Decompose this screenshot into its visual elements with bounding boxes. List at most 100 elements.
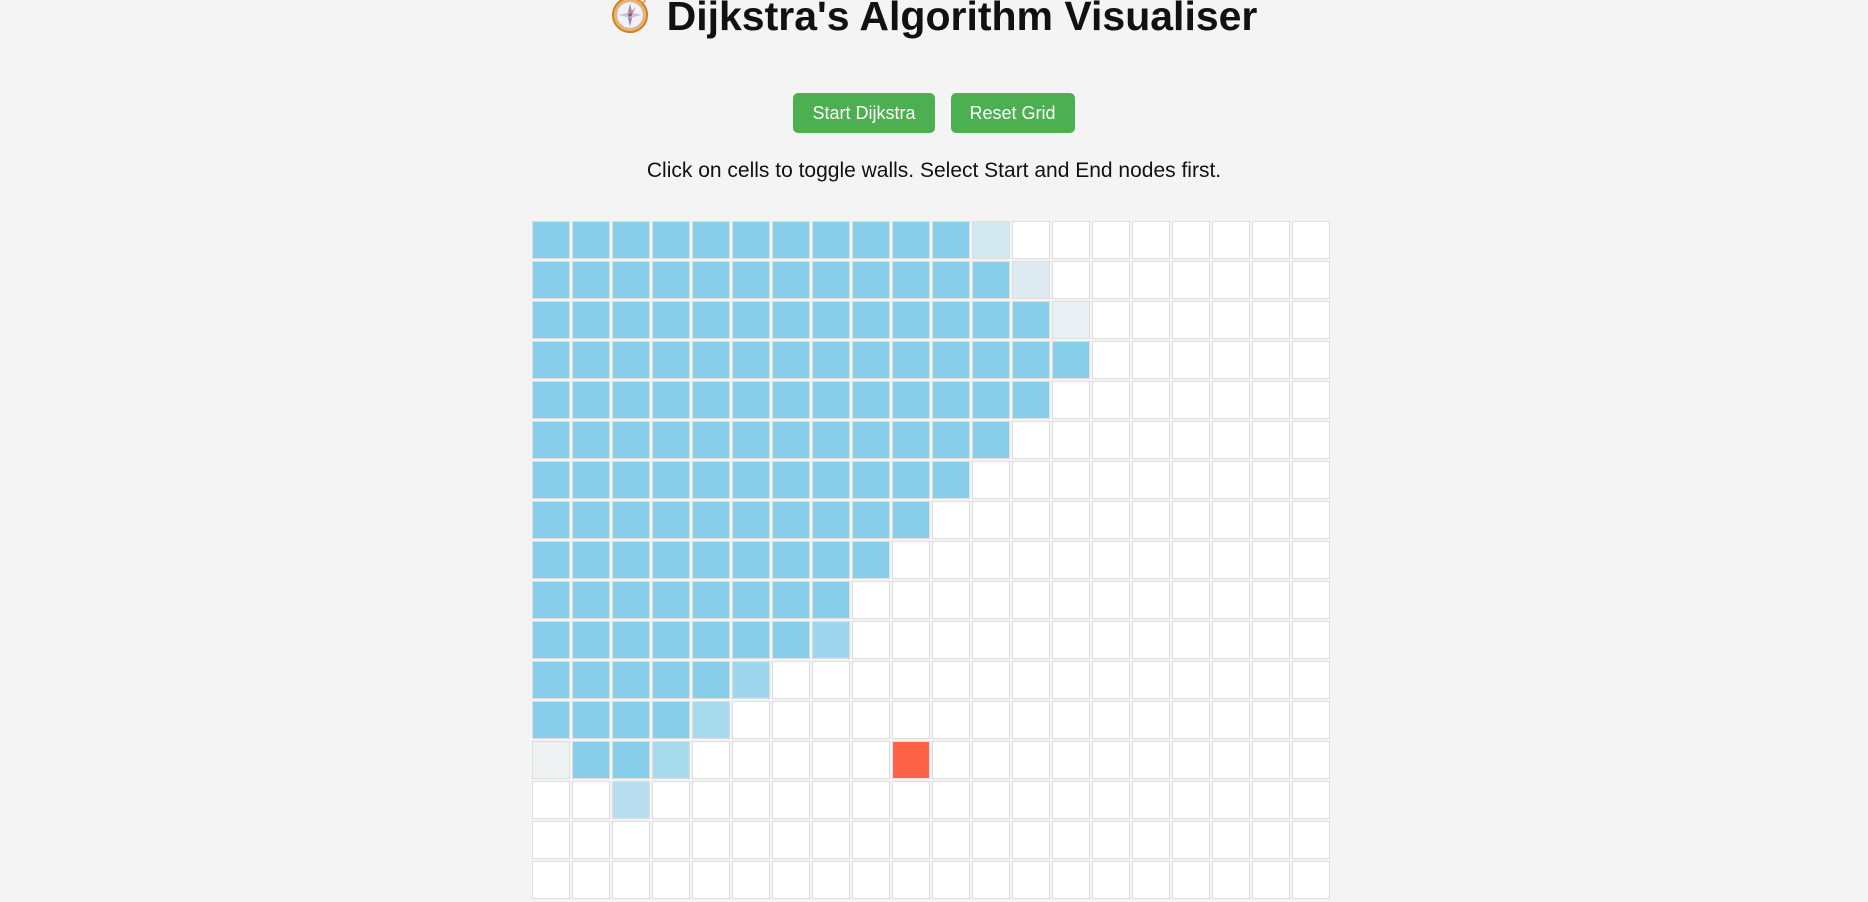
grid-cell-empty[interactable] [932,861,970,899]
grid-cell-empty[interactable] [1252,861,1290,899]
grid-cell-visited[interactable] [692,501,730,539]
grid-cell-empty[interactable] [1132,861,1170,899]
grid-cell-visiting[interactable] [532,741,570,779]
grid-cell-empty[interactable] [612,821,650,859]
grid-cell-visited[interactable] [892,461,930,499]
grid-cell-visited[interactable] [692,541,730,579]
grid-cell-visited[interactable] [812,581,850,619]
grid-cell-visited[interactable] [932,381,970,419]
grid-cell-visited[interactable] [812,541,850,579]
grid-cell-empty[interactable] [1212,581,1250,619]
grid-cell-empty[interactable] [1212,861,1250,899]
grid-cell-visited[interactable] [652,421,690,459]
grid-cell-visited[interactable] [932,421,970,459]
grid-cell-empty[interactable] [852,661,890,699]
grid-cell-empty[interactable] [1292,781,1330,819]
grid-cell-empty[interactable] [1292,821,1330,859]
grid-cell-visited[interactable] [892,341,930,379]
grid-cell-empty[interactable] [1292,301,1330,339]
grid-cell-empty[interactable] [692,861,730,899]
grid-cell-visited[interactable] [1012,341,1050,379]
grid-cell-empty[interactable] [932,661,970,699]
grid-cell-empty[interactable] [1172,781,1210,819]
grid-cell-empty[interactable] [1252,301,1290,339]
grid-cell-visited[interactable] [572,661,610,699]
grid-cell-empty[interactable] [1052,541,1090,579]
grid-cell-empty[interactable] [932,781,970,819]
grid-cell-visited[interactable] [612,301,650,339]
grid-cell-empty[interactable] [1212,421,1250,459]
grid-cell-empty[interactable] [1172,421,1210,459]
grid-cell-empty[interactable] [772,861,810,899]
grid-cell-empty[interactable] [1092,381,1130,419]
grid-cell-visited[interactable] [612,341,650,379]
grid-cell-empty[interactable] [892,541,930,579]
grid-cell-visited[interactable] [572,341,610,379]
grid-cell-visited[interactable] [532,261,570,299]
grid-cell-empty[interactable] [972,821,1010,859]
grid-cell-empty[interactable] [932,501,970,539]
grid-cell-empty[interactable] [1092,621,1130,659]
grid-cell-visited[interactable] [972,341,1010,379]
grid-cell-visited[interactable] [732,341,770,379]
grid-cell-empty[interactable] [972,581,1010,619]
grid-cell-visited[interactable] [932,261,970,299]
grid-cell-empty[interactable] [1012,741,1050,779]
grid-cell-empty[interactable] [972,741,1010,779]
grid-cell-empty[interactable] [1172,261,1210,299]
grid-cell-visiting[interactable] [612,781,650,819]
grid-cell-visited[interactable] [532,501,570,539]
grid-cell-empty[interactable] [1052,621,1090,659]
grid-cell-empty[interactable] [1012,221,1050,259]
grid-cell-empty[interactable] [1252,741,1290,779]
grid-cell-empty[interactable] [892,781,930,819]
grid-cell-visiting[interactable] [972,221,1010,259]
grid-cell-empty[interactable] [1252,541,1290,579]
grid-cell-empty[interactable] [1132,821,1170,859]
grid-cell-visited[interactable] [572,501,610,539]
grid-cell-visited[interactable] [892,421,930,459]
grid-cell-empty[interactable] [1132,261,1170,299]
grid-cell-visited[interactable] [612,501,650,539]
grid-cell-visited[interactable] [532,421,570,459]
grid-cell-visited[interactable] [1012,381,1050,419]
grid-cell-empty[interactable] [1252,821,1290,859]
grid-cell-empty[interactable] [1172,741,1210,779]
grid-cell-visited[interactable] [732,301,770,339]
grid-cell-empty[interactable] [1092,301,1130,339]
grid-cell-empty[interactable] [1252,701,1290,739]
grid-cell-empty[interactable] [812,661,850,699]
grid-cell-empty[interactable] [1292,541,1330,579]
grid-cell-empty[interactable] [732,821,770,859]
grid-cell-empty[interactable] [1132,221,1170,259]
grid-cell-empty[interactable] [1212,821,1250,859]
grid-cell-visiting[interactable] [652,741,690,779]
grid-cell-empty[interactable] [1052,821,1090,859]
grid-cell-empty[interactable] [1292,741,1330,779]
grid-cell-empty[interactable] [1012,501,1050,539]
start-dijkstra-button[interactable]: Start Dijkstra [793,93,935,133]
grid-cell-visited[interactable] [812,261,850,299]
grid-cell-empty[interactable] [1012,701,1050,739]
grid-cell-visited[interactable] [732,461,770,499]
grid-cell-empty[interactable] [1252,381,1290,419]
grid-cell-empty[interactable] [1292,661,1330,699]
grid-cell-empty[interactable] [972,621,1010,659]
grid-cell-visited[interactable] [692,381,730,419]
grid-cell-visited[interactable] [612,541,650,579]
grid-cell-empty[interactable] [1212,341,1250,379]
grid-cell-visited[interactable] [812,461,850,499]
grid-cell-visited[interactable] [852,341,890,379]
grid-cell-empty[interactable] [972,701,1010,739]
grid-cell-empty[interactable] [1092,821,1130,859]
grid-cell-visited[interactable] [532,301,570,339]
grid-cell-empty[interactable] [932,541,970,579]
grid-cell-empty[interactable] [892,821,930,859]
grid-cell-empty[interactable] [1132,341,1170,379]
grid-cell-end[interactable] [892,741,930,779]
grid-cell-empty[interactable] [1252,461,1290,499]
grid-cell-visited[interactable] [812,421,850,459]
grid-cell-empty[interactable] [1092,581,1130,619]
grid-cell-empty[interactable] [812,781,850,819]
grid-cell-empty[interactable] [852,701,890,739]
